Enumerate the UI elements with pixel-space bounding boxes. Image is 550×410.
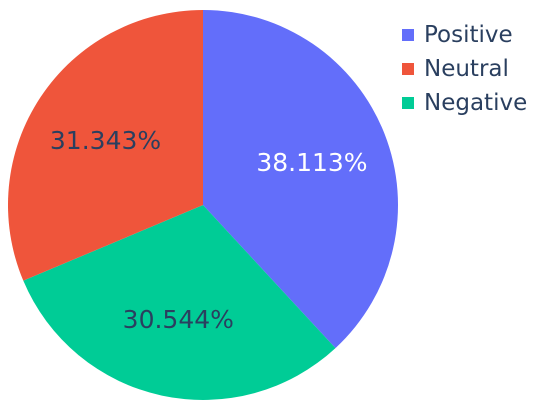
legend-item-positive[interactable]: Positive	[402, 18, 527, 52]
legend: Positive Neutral Negative	[402, 18, 527, 120]
legend-swatch-negative	[402, 97, 414, 109]
legend-label-neutral: Neutral	[424, 56, 509, 82]
legend-swatch-neutral	[402, 63, 414, 75]
pie-slice-positive[interactable]	[203, 10, 399, 349]
legend-item-neutral[interactable]: Neutral	[402, 52, 527, 86]
pie-slice-label-negative: 30.544%	[123, 305, 234, 334]
legend-swatch-positive	[402, 29, 414, 41]
pie-slice-labels: 38.113% 30.544% 31.343%	[50, 126, 368, 334]
legend-label-positive: Positive	[424, 22, 513, 48]
legend-item-negative[interactable]: Negative	[402, 86, 527, 120]
pie-slice-neutral[interactable]	[7, 10, 203, 281]
pie-slice-label-neutral: 31.343%	[50, 126, 161, 155]
pie-slice-label-positive: 38.113%	[256, 148, 367, 177]
pie-slices	[7, 10, 399, 400]
legend-label-negative: Negative	[424, 90, 528, 116]
pie-slice-negative[interactable]	[23, 205, 336, 400]
